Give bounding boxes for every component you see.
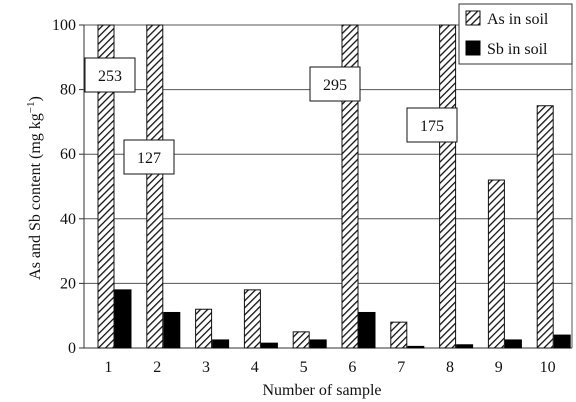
bar-as-4 <box>243 289 261 349</box>
x-tick-label-8: 8 <box>446 359 454 376</box>
callout-label-1: 253 <box>98 68 122 85</box>
bar-sb-6 <box>358 311 376 349</box>
bar-sb-9 <box>504 339 522 349</box>
bar-as-9 <box>487 179 505 349</box>
x-axis-title: Number of sample <box>262 382 381 399</box>
bar-as-8 <box>439 24 457 349</box>
y-tick-label-60: 60 <box>60 146 76 163</box>
legend-swatch-as <box>465 10 481 26</box>
bar-sb-4 <box>260 342 278 349</box>
bar-sb-8 <box>456 344 474 349</box>
callouts: 253 127 295 175 <box>84 57 458 175</box>
x-tick-label-3: 3 <box>202 359 210 376</box>
legend-label-as: As in soil <box>487 11 549 28</box>
bars <box>97 24 571 349</box>
legend-label-sb: Sb in soil <box>487 41 548 58</box>
bar-sb-10 <box>553 334 571 349</box>
y-tick-label-100: 100 <box>52 17 76 34</box>
bar-as-3 <box>195 308 213 349</box>
y-tick-label-80: 80 <box>60 82 76 99</box>
x-tick-label-10: 10 <box>540 359 556 376</box>
y-axis-title-sup: −1 <box>25 101 37 113</box>
bar-sb-7 <box>407 345 425 349</box>
x-tick-label-9: 9 <box>495 359 503 376</box>
bar-sb-5 <box>309 339 327 349</box>
callout-box-8 <box>406 107 458 143</box>
bar-as-5 <box>292 331 310 349</box>
bar-as-6 <box>341 24 359 349</box>
bar-as-10 <box>536 105 554 349</box>
bar-as-2 <box>146 24 164 349</box>
y-tick-label-0: 0 <box>68 340 76 357</box>
y-axis-title-tail: ) <box>27 96 44 101</box>
x-tick-label-4: 4 <box>251 359 259 376</box>
bar-sb-1 <box>114 289 132 349</box>
callout-box-6 <box>309 66 361 102</box>
y-axis-title: As and Sb content (mg kg−1) <box>25 96 44 280</box>
legend: As in soil Sb in soil <box>458 3 573 65</box>
callout-label-2: 127 <box>137 150 161 167</box>
callout-box-1 <box>84 57 136 93</box>
x-tick-label-2: 2 <box>153 359 161 376</box>
x-tick-label-1: 1 <box>104 359 112 376</box>
x-tick-label-6: 6 <box>348 359 356 376</box>
bar-sb-3 <box>212 339 230 349</box>
y-tick-label-40: 40 <box>60 211 76 228</box>
callout-label-6: 295 <box>323 77 347 94</box>
bar-sb-2 <box>163 311 181 349</box>
y-tick-label-20: 20 <box>60 275 76 292</box>
y-axis-title-main: As and Sb content (mg kg <box>27 113 44 280</box>
callout-label-8: 175 <box>420 118 444 135</box>
callout-box-2 <box>123 139 175 175</box>
legend-swatch-sb <box>465 40 481 56</box>
bar-as-1 <box>97 24 115 349</box>
x-tick-label-7: 7 <box>397 359 405 376</box>
x-tick-label-5: 5 <box>300 359 308 376</box>
bar-as-7 <box>390 321 408 349</box>
